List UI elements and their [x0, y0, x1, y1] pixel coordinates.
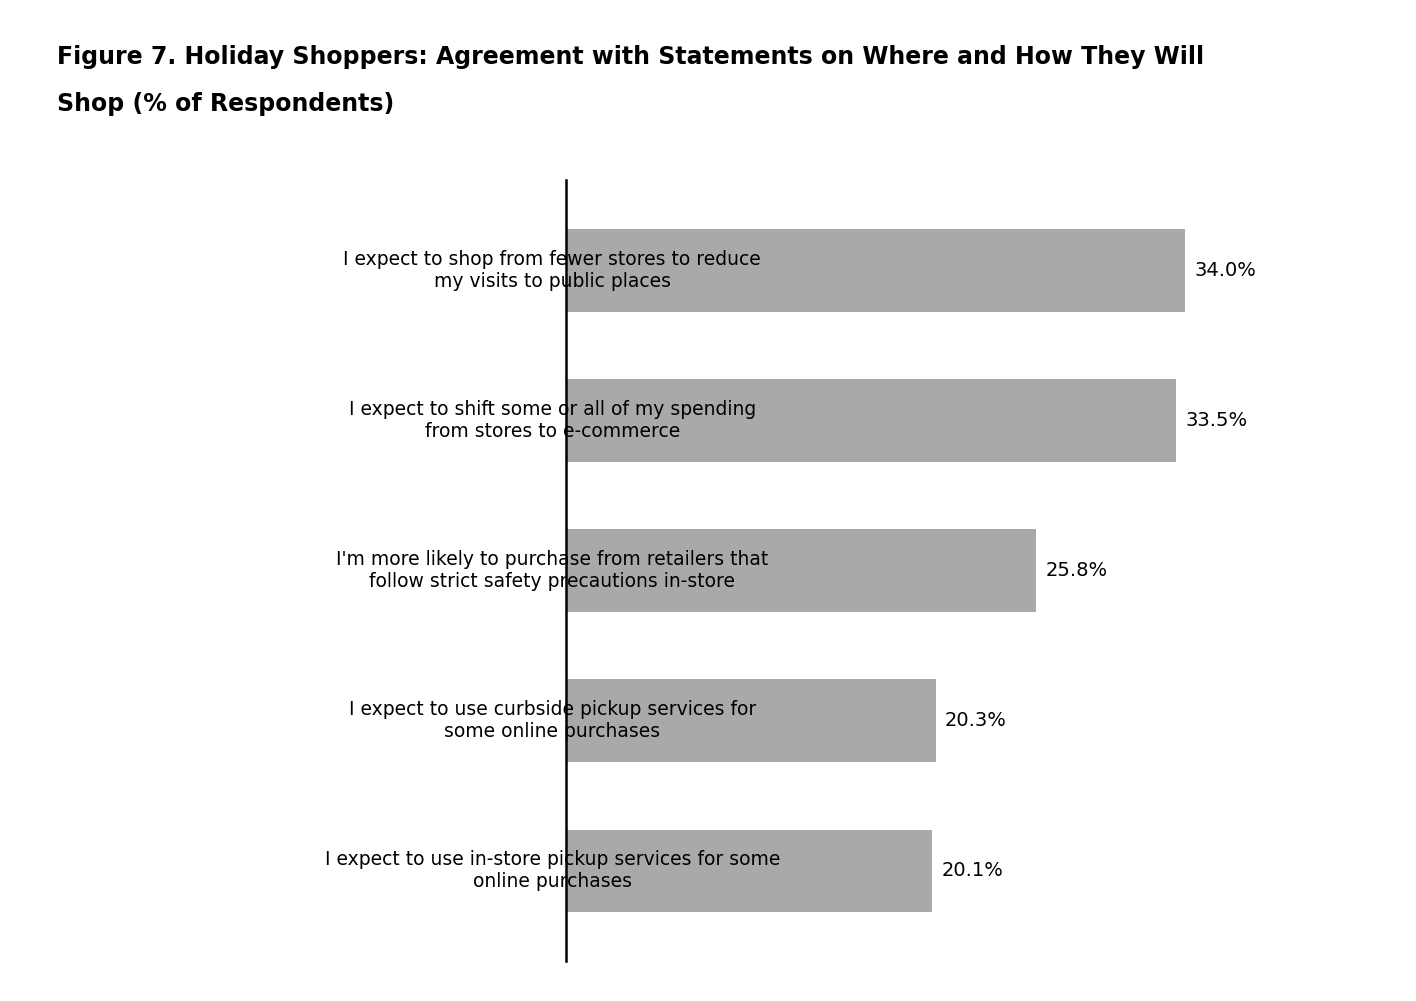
- Text: 33.5%: 33.5%: [1185, 411, 1247, 429]
- Text: 34.0%: 34.0%: [1195, 261, 1256, 279]
- Text: I expect to shop from fewer stores to reduce
my visits to public places: I expect to shop from fewer stores to re…: [343, 250, 762, 290]
- Text: 20.3%: 20.3%: [944, 712, 1007, 730]
- Text: I'm more likely to purchase from retailers that
follow strict safety precautions: I'm more likely to purchase from retaile…: [336, 551, 769, 591]
- Bar: [566, 680, 936, 762]
- Bar: [566, 830, 932, 912]
- Bar: [566, 229, 1185, 311]
- Text: Figure 7. Holiday Shoppers: Agreement with Statements on Where and How They Will: Figure 7. Holiday Shoppers: Agreement wi…: [57, 45, 1204, 69]
- Text: 20.1%: 20.1%: [942, 862, 1004, 880]
- Text: I expect to shift some or all of my spending
from stores to e-commerce: I expect to shift some or all of my spen…: [348, 400, 756, 440]
- Bar: [566, 530, 1037, 612]
- Text: I expect to use in-store pickup services for some
online purchases: I expect to use in-store pickup services…: [324, 851, 780, 891]
- Bar: [566, 379, 1177, 461]
- Text: I expect to use curbside pickup services for
some online purchases: I expect to use curbside pickup services…: [348, 701, 756, 741]
- Text: 25.8%: 25.8%: [1045, 562, 1107, 580]
- Text: Shop (% of Respondents): Shop (% of Respondents): [57, 92, 394, 116]
